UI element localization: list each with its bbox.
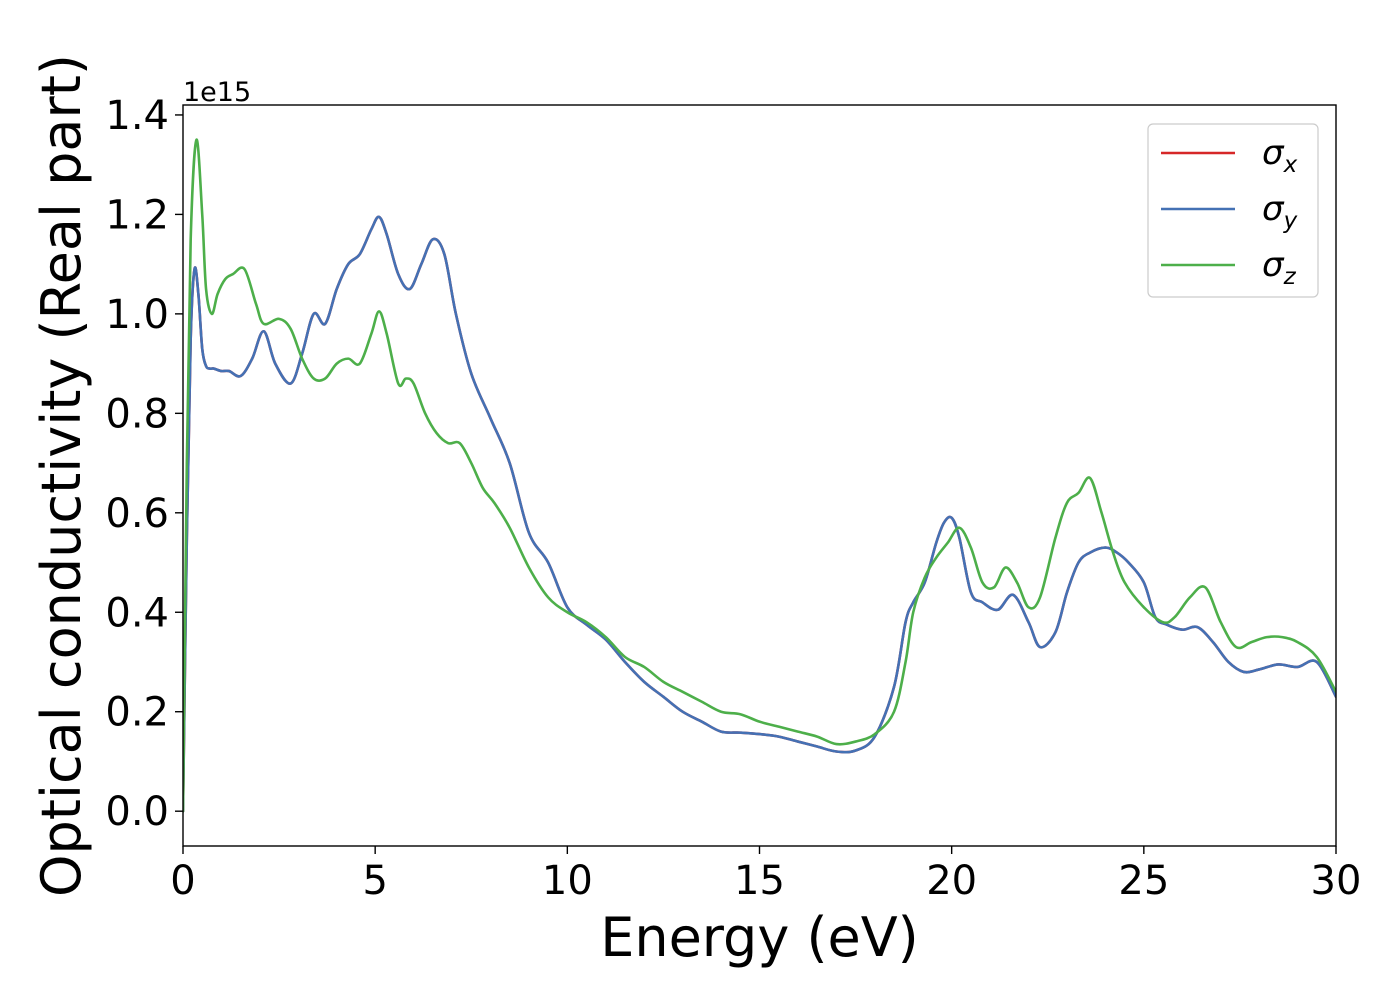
x-tick-label: 5: [362, 858, 387, 904]
y-tick-label: 0.8: [105, 391, 169, 437]
y-offset-label: 1e15: [183, 77, 251, 108]
legend-box: [1147, 123, 1319, 298]
y-tick-label: 1.4: [105, 93, 169, 139]
y-tick-label: 1.0: [105, 292, 169, 338]
y-tick-label: 1.2: [105, 192, 169, 238]
legend: σx σy σz: [1147, 123, 1319, 298]
series-line-z: [183, 138, 1336, 813]
y-tick-label: 0.0: [105, 789, 169, 835]
x-axis-label: Energy (eV): [600, 906, 919, 969]
legend-label-x: σx: [1262, 133, 1298, 178]
y-tick-label: 0.2: [105, 690, 169, 736]
x-tick-label: 25: [1118, 858, 1169, 904]
x-axis-ticks: 0 5 10 15 20 25 30: [170, 846, 1361, 904]
series-line-y: [183, 215, 1336, 813]
y-tick-label: 0.4: [105, 590, 169, 636]
x-tick-label: 30: [1311, 858, 1362, 904]
x-tick-label: 0: [170, 858, 195, 904]
y-axis-label: Optical conductivity (Real part): [30, 54, 93, 897]
legend-label-z: σz: [1262, 245, 1297, 290]
x-tick-label: 20: [926, 858, 977, 904]
legend-label-y: σy: [1262, 189, 1298, 234]
y-tick-label: 0.6: [105, 491, 169, 537]
series-layer: [183, 138, 1336, 813]
y-axis-ticks: 0.0 0.2 0.4 0.6 0.8 1.0 1.2 1.4: [105, 93, 183, 835]
x-tick-label: 10: [542, 858, 593, 904]
x-tick-label: 15: [734, 858, 785, 904]
